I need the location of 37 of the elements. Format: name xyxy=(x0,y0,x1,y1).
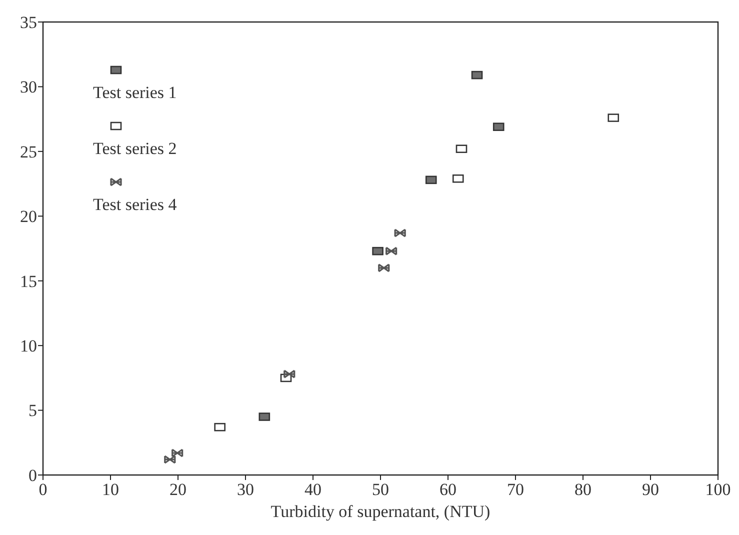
y-tick-label: 25 xyxy=(20,142,37,162)
x-tick-label: 90 xyxy=(642,480,659,499)
point xyxy=(452,174,464,183)
point xyxy=(394,228,406,238)
x-tick-label: 20 xyxy=(170,480,186,499)
y-tick-label: 20 xyxy=(20,207,37,226)
y-tick-label: 30 xyxy=(20,78,37,97)
x-tick-label: 60 xyxy=(440,480,456,499)
y-tick-label: 15 xyxy=(20,272,37,291)
point xyxy=(372,246,384,256)
point xyxy=(284,370,296,378)
point xyxy=(386,246,398,256)
point xyxy=(425,176,437,184)
x-axis-title: Turbidity of supernatant, (NTU) xyxy=(270,502,490,521)
x-tick-label: 100 xyxy=(705,480,731,499)
y-tick-label: 35 xyxy=(20,12,37,32)
point xyxy=(608,114,620,122)
x-tick-label: 10 xyxy=(102,480,119,499)
point xyxy=(378,264,390,272)
legend-label: Test series 4 xyxy=(93,195,178,214)
x-tick-label: 70 xyxy=(507,480,524,499)
x-tick-label: 80 xyxy=(574,480,592,499)
y-tick-label: 0 xyxy=(28,466,37,485)
y-tick-label: 5 xyxy=(28,401,37,420)
x-tick-label: 40 xyxy=(304,480,322,499)
point xyxy=(258,412,270,421)
y-tick-label: 10 xyxy=(20,336,37,356)
point xyxy=(456,144,468,153)
point xyxy=(492,122,504,131)
x-tick-label: 30 xyxy=(237,480,254,499)
point xyxy=(214,422,226,432)
legend-label: Test series 2 xyxy=(93,139,177,158)
x-tick-label: 50 xyxy=(372,480,389,499)
legend-label: Test series 1 xyxy=(93,83,177,102)
point xyxy=(172,448,184,458)
point xyxy=(471,70,483,80)
point xyxy=(164,455,176,464)
